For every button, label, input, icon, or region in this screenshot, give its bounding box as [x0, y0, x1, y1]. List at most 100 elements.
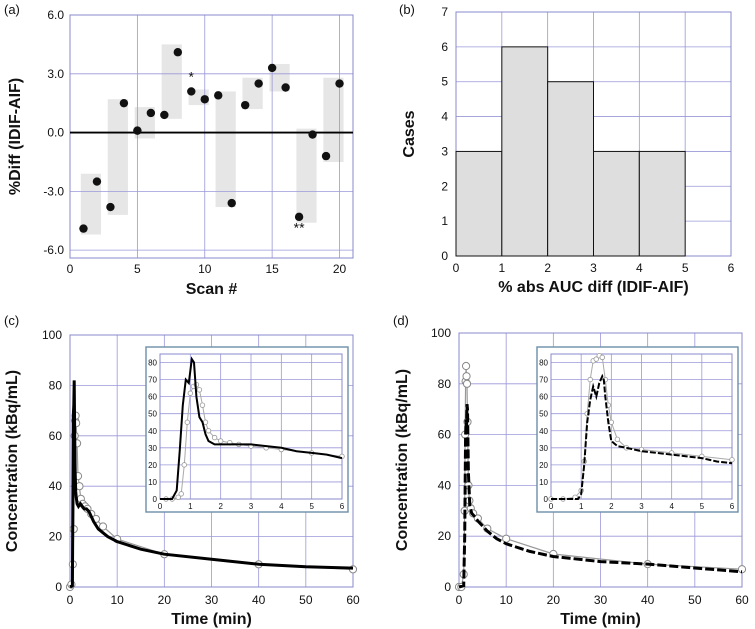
- inset-x-tick-label: 2: [218, 502, 223, 511]
- idif-line: [69, 380, 354, 589]
- range-band: [215, 91, 236, 208]
- range-band: [161, 44, 182, 119]
- y-tick-label: 100: [431, 326, 451, 340]
- inset-aif-point: [184, 419, 190, 425]
- inset-y-tick-label: 30: [148, 444, 157, 453]
- inset-y-tick-label: 80: [539, 359, 548, 368]
- data-point: [92, 177, 102, 186]
- y-tick-label: 100: [42, 328, 62, 342]
- y-tick-label: 80: [49, 378, 63, 392]
- data-point: [106, 202, 115, 212]
- x-tick-label: 60: [735, 593, 749, 607]
- x-tick-label: 6: [728, 261, 735, 275]
- data-point: [146, 108, 156, 118]
- y-axis-label: Cases: [401, 110, 418, 157]
- inset-y-tick-label: 20: [539, 461, 548, 470]
- inset-aif-point: [211, 434, 218, 441]
- inset-idif-line: [160, 356, 343, 500]
- x-tick-label: 0: [456, 593, 463, 607]
- data-point: [294, 212, 304, 222]
- x-tick-label: 0: [67, 262, 74, 276]
- inset-y-tick-label: 10: [539, 478, 548, 487]
- panel-label: (d): [393, 313, 409, 328]
- x-tick-label: 30: [594, 593, 608, 607]
- inset-y-tick-label: 40: [539, 427, 548, 436]
- inset-x-tick-label: 0: [158, 502, 163, 511]
- data-point: [308, 130, 317, 139]
- y-axis-label: %Diff (IDIF-AIF): [7, 78, 24, 195]
- inset-y-tick-label: 40: [148, 427, 157, 436]
- panel-label: (c): [4, 313, 19, 328]
- inset-chart: 0 10 20 30 40 50 60 70 80 0 1 2 3 4 5 6: [145, 346, 349, 513]
- data-point: [173, 48, 183, 57]
- y-tick-label: 60: [49, 429, 63, 443]
- y-tick-label: 0.0: [47, 126, 64, 140]
- data-point: [321, 151, 331, 161]
- inset-x-tick-label: 4: [279, 502, 284, 511]
- x-tick-label: 60: [346, 593, 360, 607]
- x-axis-label: % abs AUC diff (IDIF-AIF): [498, 279, 689, 296]
- data-point: [133, 126, 142, 135]
- y-tick-label: 3.0: [47, 67, 64, 81]
- inset-y-tick-label: 80: [148, 359, 157, 368]
- inset-aif-point: [608, 419, 615, 425]
- data-point: [281, 83, 290, 92]
- x-tick-label: 50: [299, 593, 313, 607]
- x-tick-label: 0: [67, 593, 74, 607]
- inset-aif-point: [217, 438, 224, 444]
- inset-aif-line: [166, 384, 343, 500]
- inset-aif-point: [599, 354, 605, 361]
- inset-aif-point: [205, 428, 212, 434]
- x-tick-label: 50: [688, 593, 702, 607]
- inset-y-tick-label: 0: [544, 495, 549, 504]
- y-tick-label: 2: [441, 179, 448, 193]
- aif-point: [461, 361, 471, 371]
- panel-label: (b): [399, 2, 415, 17]
- data-point: [254, 79, 263, 88]
- x-tick-label: 40: [252, 593, 266, 607]
- y-tick-label: 20: [438, 529, 452, 543]
- plot-frame: [458, 332, 743, 588]
- histogram-bar: [501, 46, 549, 257]
- x-tick-label: 30: [205, 593, 219, 607]
- inset-aif-point: [175, 494, 181, 500]
- inset-y-tick-label: 20: [148, 461, 157, 470]
- inset-y-tick-label: 10: [148, 478, 157, 487]
- y-tick-label: 5: [441, 75, 448, 89]
- inset-x-tick-label: 1: [579, 502, 584, 511]
- y-tick-label: 6: [441, 40, 448, 54]
- x-axis-label: Scan #: [186, 281, 238, 298]
- data-point: [214, 91, 223, 100]
- x-tick-label: 3: [590, 261, 597, 275]
- range-band: [296, 128, 317, 223]
- inset-aif-point: [729, 457, 735, 463]
- x-tick-label: 2: [544, 261, 551, 275]
- histogram-bar: [638, 150, 686, 257]
- inset-y-tick-label: 0: [153, 495, 158, 504]
- y-tick-label: 0: [441, 249, 448, 263]
- y-tick-label: 40: [438, 478, 452, 492]
- data-point: [79, 224, 88, 233]
- x-tick-label: 10: [499, 593, 513, 607]
- inset-x-tick-label: 2: [609, 502, 614, 511]
- inset-y-tick-label: 70: [539, 376, 548, 385]
- inset-x-tick-label: 5: [309, 502, 314, 511]
- data-point: [267, 63, 277, 73]
- y-tick-label: 4: [441, 110, 448, 124]
- y-tick-label: 20: [49, 530, 63, 544]
- histogram-bar: [547, 81, 595, 257]
- annotation-marker: **: [294, 220, 305, 236]
- data-point: [240, 100, 250, 110]
- inset-x-tick-label: 1: [188, 502, 193, 511]
- plot-frame: [550, 353, 733, 500]
- aif-point: [462, 379, 472, 388]
- inset-x-tick-label: 0: [549, 502, 554, 511]
- y-tick-label: -6.0: [43, 243, 64, 257]
- aif-point: [502, 534, 511, 543]
- inset-y-tick-label: 70: [148, 376, 157, 385]
- x-tick-label: 15: [265, 262, 279, 276]
- aif-point: [98, 522, 108, 531]
- y-tick-label: 0: [444, 580, 451, 594]
- inset-x-tick-label: 3: [639, 502, 644, 511]
- x-tick-label: 10: [198, 262, 212, 276]
